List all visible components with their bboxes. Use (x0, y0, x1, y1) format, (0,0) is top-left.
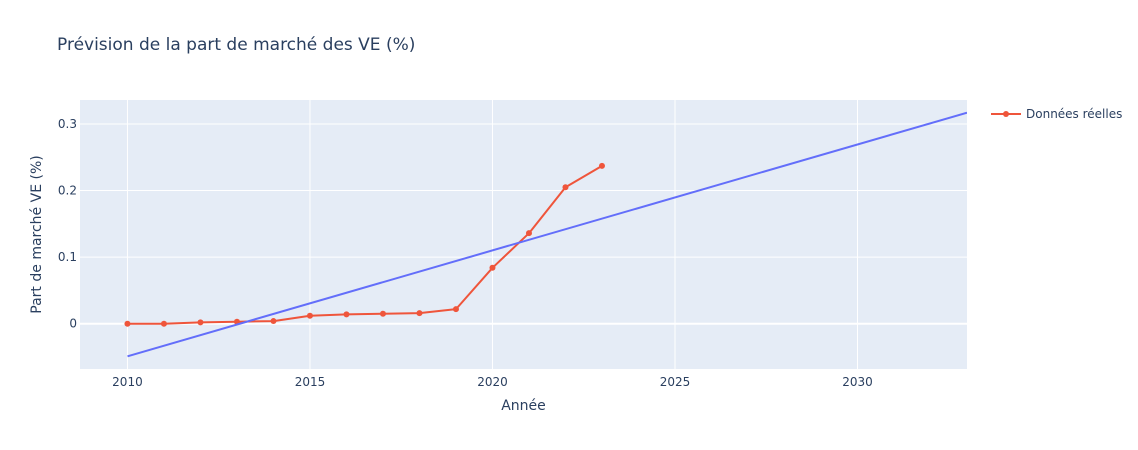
x-tick-label: 2020 (477, 375, 508, 389)
data-point[interactable] (197, 319, 204, 326)
legend[interactable]: Données réelles (991, 107, 1122, 121)
data-point[interactable] (416, 310, 423, 317)
legend-label: Données réelles (1026, 107, 1122, 121)
data-point[interactable] (489, 264, 496, 271)
x-tick-label: 2025 (660, 375, 691, 389)
y-axis-title: Part de marché VE (%) (29, 155, 45, 313)
series-donnees-reelles[interactable] (124, 162, 605, 327)
y-tick-label: 0.1 (58, 250, 77, 264)
y-axis-ticks: 0 0.1 0.2 0.3 (58, 117, 77, 331)
series-layer[interactable] (124, 111, 968, 358)
x-tick-label: 2030 (842, 375, 873, 389)
x-tick-label: 2010 (112, 375, 143, 389)
chart-title: Prévision de la part de marché des VE (%… (57, 35, 415, 55)
legend-marker-swatch (1003, 111, 1009, 117)
y-tick-label: 0.3 (58, 117, 77, 131)
plot-area (80, 100, 967, 369)
data-point[interactable] (452, 306, 459, 313)
data-point[interactable] (270, 318, 277, 325)
series-line-actual[interactable] (127, 165, 603, 325)
legend-item-donnees-reelles[interactable]: Données réelles (991, 107, 1122, 121)
y-tick-label: 0.2 (58, 184, 77, 198)
data-point[interactable] (124, 320, 131, 327)
series-line-trend[interactable] (127, 111, 968, 358)
series-trend[interactable] (127, 111, 968, 358)
grid-layer (80, 100, 967, 369)
data-point[interactable] (598, 162, 605, 169)
x-tick-label: 2015 (295, 375, 326, 389)
x-axis-ticks: 2010 2015 2020 2025 2030 (112, 375, 873, 389)
data-point[interactable] (343, 311, 350, 318)
data-point[interactable] (562, 184, 569, 191)
data-point[interactable] (306, 312, 313, 319)
data-point[interactable] (525, 230, 532, 237)
data-point[interactable] (160, 320, 167, 327)
x-axis-title: Année (501, 398, 546, 414)
data-point[interactable] (379, 310, 386, 317)
y-tick-label: 0 (69, 317, 77, 331)
